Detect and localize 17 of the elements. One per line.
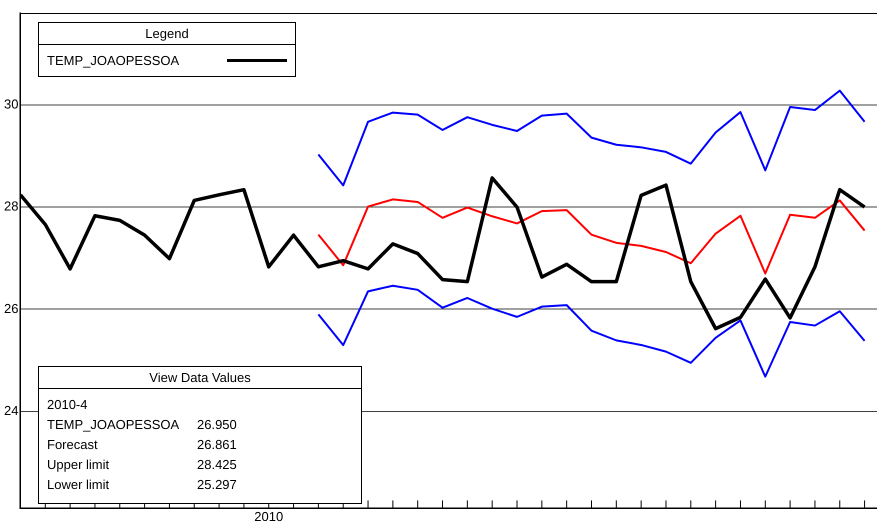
y-tick-label: 30 bbox=[4, 96, 18, 112]
y-tick-label: 26 bbox=[4, 300, 18, 316]
annotation: 2010-4 bbox=[47, 396, 88, 414]
annotation: View Data Values bbox=[39, 367, 361, 389]
annotation: Forecast bbox=[47, 436, 99, 454]
annotation: TEMP_JOAOPESSOA bbox=[47, 416, 180, 434]
annotation: 28.425 bbox=[197, 456, 237, 474]
x-tick-label: 2010 bbox=[254, 508, 284, 524]
annotation: Lower limit bbox=[47, 476, 110, 494]
annotation: Upper limit bbox=[47, 456, 110, 474]
legend-panel: Legend TEMP_JOAOPESSOA bbox=[38, 22, 296, 77]
annotation: 26.861 bbox=[197, 436, 237, 454]
legend-title: Legend bbox=[39, 23, 295, 45]
y-tick-label: 28 bbox=[4, 198, 18, 214]
annotation: 26.950 bbox=[197, 416, 237, 434]
y-tick-label: 24 bbox=[4, 402, 18, 418]
annotation: 25.297 bbox=[197, 476, 237, 494]
